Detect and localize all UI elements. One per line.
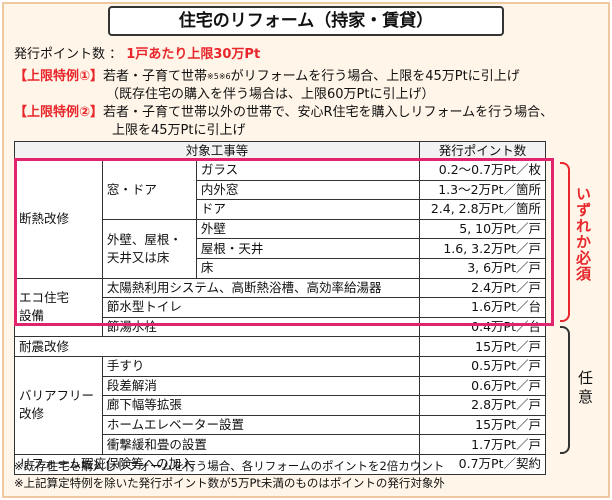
points-shock: 1.7万Pt／戸 (419, 434, 546, 455)
points-floor: 3, 6万Pt／戸 (419, 257, 546, 279)
category-eco: エコ住宅 設備 (14, 277, 103, 338)
special-case-1-footnote-ref: ※5※6 (207, 72, 231, 81)
points-seismic: 15万Pt／戸 (419, 336, 546, 357)
table-row: 外壁、屋根・ 天井又は床 外壁 5, 10万Pt／戸 (15, 218, 546, 279)
points-insurance: 0.7万Pt／契約 (419, 453, 546, 475)
table-row: バリアフリー 改修 手すり 0.5万Pt／戸 (14, 355, 546, 455)
special-case-1-sub: （既存住宅の購入を伴う場合は、上限60万Ptに引上げ） (106, 87, 435, 102)
points-roof: 1.6, 3.2万Pt／戸 (419, 238, 546, 259)
issue-points-line: 発行ポイント数 ： 1戸あたり上限30万Pt (14, 46, 260, 64)
table-row: 断熱改修 窓・ドア ガラス 0.2～0.7万Pt／枚 (14, 160, 546, 279)
page-title: 住宅のリフォーム（持家・賃貸） (108, 6, 504, 36)
footnote-1: ※既存住宅を購入しリフォームを行う場合、各リフォームのポイントを2倍カウント (14, 459, 445, 473)
special-case-2-text: 若者・子育て世帯以外の世帯で、安心R住宅を購入しリフォームを行う場合、 (103, 105, 554, 120)
category-barrier-line1: バリアフリー (19, 388, 95, 404)
item-corridor: 廊下幅等拡張 (101, 395, 421, 416)
item-toilet: 節水型トイレ (101, 297, 421, 318)
item-solar: 太陽熱利用システム、高断熱浴槽、高効率給湯器 (101, 277, 421, 299)
item-seismic: 耐震改修 (13, 336, 421, 357)
table-row: 段差解消 0.6万Pt／戸 (15, 375, 546, 397)
required-bracket (560, 162, 570, 322)
table-row: 床 3, 6万Pt／戸 (15, 257, 546, 279)
category-barrier-free: バリアフリー 改修 (14, 355, 103, 455)
item-outer-wall: 外壁 (195, 218, 421, 240)
issue-points-value: 1戸あたり上限30万Pt (126, 47, 261, 62)
special-case-1-text-b: がリフォームを行う場合、上限を45万Ptに引上げ (230, 69, 520, 84)
table-row: ドア 2.4, 2.8万Pt／箇所 (15, 199, 546, 220)
subcategory-wall-line2: 天井又は床 (106, 249, 170, 265)
category-eco-line1: エコ住宅 (19, 290, 70, 306)
points-toilet: 1.6万Pt／台 (419, 297, 546, 318)
item-faucet: 節湯水栓 (101, 316, 421, 338)
special-case-2: 【上限特例②】若者・子育て世帯以外の世帯で、安心R住宅を購入しリフォームを行う場… (14, 104, 553, 122)
table-header-row: 対象工事等 発行ポイント数 (13, 141, 546, 161)
item-insurance: リフォーム瑕疵保険等への加入 (13, 453, 421, 475)
item-glass: ガラス (195, 160, 421, 181)
optional-bracket (560, 326, 570, 454)
points-step: 0.6万Pt／戸 (419, 375, 546, 397)
category-insulation: 断熱改修 (14, 160, 103, 279)
item-roof: 屋根・天井 (195, 238, 421, 259)
points-solar: 2.4万Pt／戸 (419, 277, 546, 299)
points-corridor: 2.8万Pt／戸 (419, 395, 546, 416)
item-inner-window: 内外窓 (195, 179, 421, 201)
table-row: 節湯水栓 0.4万Pt／台 (15, 316, 546, 338)
points-elevator: 15万Pt／戸 (419, 414, 546, 436)
table-row: 衝撃緩和畳の設置 1.7万Pt／戸 (15, 434, 546, 455)
subcategory-window-door: 窓・ドア (101, 160, 197, 220)
table-row: エコ住宅 設備 太陽熱利用システム、高断熱浴槽、高効率給湯器 2.4万Pt／戸 (14, 277, 546, 338)
points-door: 2.4, 2.8万Pt／箇所 (419, 199, 546, 220)
special-case-1-text-a: 若者・子育て世帯 (103, 69, 208, 84)
side-label-optional: 任意 (576, 370, 594, 408)
special-case-2-text2: 上限を45万Ptに引上げ (112, 123, 246, 138)
points-handrail: 0.5万Pt／戸 (419, 355, 546, 377)
table-row: ホームエレベーター設置 15万Pt／戸 (15, 414, 546, 436)
footnote-2: ※上記算定特例を除いた発行ポイント数が5万Pt未満のものはポイントの発行対象外 (14, 476, 445, 490)
points-table: 対象工事等 発行ポイント数 断熱改修 窓・ドア ガラス 0.2～0.7万Pt／枚… (13, 141, 546, 475)
side-label-required: いずれか必須 (574, 186, 592, 282)
table-row: 耐震改修 15万Pt／戸 (13, 336, 546, 357)
item-elevator: ホームエレベーター設置 (101, 414, 421, 436)
points-inner-window: 1.3～2万Pt／箇所 (419, 179, 546, 201)
table-row: リフォーム瑕疵保険等への加入 0.7万Pt／契約 (13, 453, 546, 475)
item-shock: 衝撃緩和畳の設置 (101, 434, 421, 455)
points-outer-wall: 5, 10万Pt／戸 (419, 218, 546, 240)
subcategory-wall-line1: 外壁、屋根・ (106, 231, 182, 247)
item-handrail: 手すり (101, 355, 421, 377)
points-faucet: 0.4万Pt／台 (419, 316, 546, 338)
item-door: ドア (195, 199, 421, 220)
subcategory-wall-roof-floor: 外壁、屋根・ 天井又は床 (101, 218, 197, 279)
header-work: 対象工事等 (13, 141, 421, 161)
category-barrier-line2: 改修 (19, 406, 45, 422)
special-case-1: 【上限特例①】若者・子育て世帯※5※6がリフォームを行う場合、上限を45万Ptに… (14, 68, 520, 86)
special-case-2-tag: 【上限特例②】 (14, 105, 104, 120)
header-points: 発行ポイント数 (419, 141, 546, 161)
item-step: 段差解消 (101, 375, 421, 397)
item-floor: 床 (195, 257, 421, 279)
special-case-1-tag: 【上限特例①】 (14, 69, 104, 84)
category-eco-line2: 設備 (19, 308, 45, 324)
points-glass: 0.2～0.7万Pt／枚 (419, 160, 546, 181)
issue-points-label: 発行ポイント数 ： (14, 47, 123, 62)
